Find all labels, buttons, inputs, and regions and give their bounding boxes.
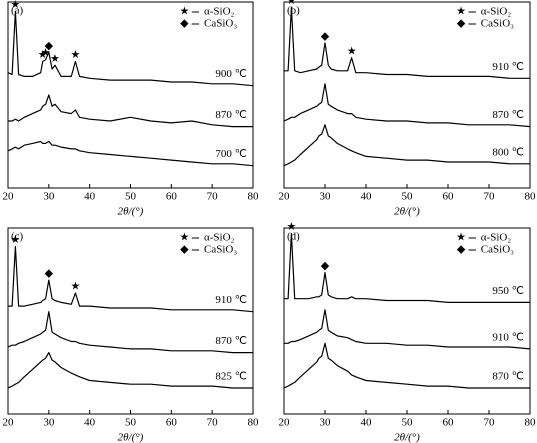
peak-marker: ★: [41, 47, 51, 59]
curve-label: 910 ℃: [492, 331, 524, 343]
x-tick-label: 40: [84, 417, 96, 429]
x-tick-label: 70: [207, 191, 219, 203]
xrd-curve: [283, 342, 530, 389]
legend-label: α-SiO₂: [481, 6, 512, 18]
x-tick-label: 20: [279, 417, 291, 429]
panel-label: (b): [287, 5, 300, 17]
x-axis-label: 2θ/(°): [394, 206, 420, 218]
curve-label: 825 ℃: [215, 370, 247, 382]
xrd-curve: [284, 7, 530, 79]
curve-label: 870 ℃: [492, 109, 524, 121]
peak-marker: ★: [50, 53, 60, 65]
x-tick-label: 60: [443, 191, 455, 203]
peak-marker: ★: [347, 45, 357, 57]
curve-label: 870 ℃: [215, 109, 247, 121]
x-tick-label: 20: [279, 191, 291, 203]
x-tick-label: 30: [320, 417, 332, 429]
legend-label: CaSiO₃: [204, 18, 237, 30]
x-tick-label: 50: [125, 191, 137, 203]
legend-marker: ◆: [180, 18, 189, 30]
curve-label: 800 ℃: [492, 146, 524, 158]
x-tick-label: 70: [484, 417, 496, 429]
legend-marker: ◆: [457, 244, 466, 256]
x-tick-label: 30: [43, 417, 55, 429]
xrd-curve: [283, 83, 531, 128]
curve-label: 870 ℃: [215, 335, 247, 347]
legend-label: CaSiO₃: [481, 244, 514, 256]
panel-label: (a): [11, 5, 24, 17]
peak-marker: ★: [286, 0, 296, 7]
x-tick-label: 50: [125, 417, 137, 429]
x-tick-label: 40: [84, 191, 96, 203]
legend-label: α-SiO₂: [481, 232, 512, 244]
xrd-curve: [8, 94, 253, 128]
x-tick-label: 40: [361, 417, 373, 429]
legend-marker: ★: [179, 6, 189, 18]
curve-label: 870 ℃: [492, 370, 524, 382]
curve-label: 910 ℃: [215, 294, 247, 306]
xrd-curve: [7, 140, 254, 167]
peak-marker: ◆: [321, 260, 330, 272]
peak-marker: ★: [10, 234, 20, 246]
x-axis-label: 2θ/(°): [394, 432, 420, 443]
x-tick-label: 40: [361, 191, 373, 203]
xrd-curve: [7, 311, 253, 354]
x-tick-label: 70: [207, 417, 219, 429]
panel-label: (c): [11, 231, 24, 243]
peak-marker: ★: [70, 281, 80, 293]
xrd-curve: [283, 124, 530, 167]
x-tick-label: 60: [166, 417, 178, 429]
legend-marker: ★: [456, 6, 466, 18]
x-tick-label: 30: [320, 191, 332, 203]
legend-label: α-SiO₂: [204, 6, 235, 18]
x-tick-label: 80: [248, 191, 260, 203]
plot-frame: [283, 227, 531, 415]
peak-marker: ◆: [321, 30, 330, 42]
x-tick-label: 30: [43, 191, 55, 203]
peak-marker: ★: [38, 49, 48, 61]
x-axis-label: 2θ/(°): [118, 206, 144, 218]
x-tick-label: 50: [402, 191, 414, 203]
x-tick-label: 50: [402, 417, 414, 429]
panel-label: (d): [287, 231, 300, 243]
x-tick-label: 20: [3, 417, 15, 429]
peak-marker: ★: [10, 0, 20, 11]
xrd-curve: [7, 352, 253, 389]
x-tick-label: 80: [525, 417, 537, 429]
peak-marker: ◆: [45, 268, 54, 280]
legend-marker: ★: [456, 232, 466, 244]
x-tick-label: 60: [166, 191, 178, 203]
x-tick-label: 70: [484, 191, 496, 203]
xrd-curve: [7, 10, 254, 87]
legend-marker: ◆: [180, 244, 189, 256]
xrd-curve: [284, 233, 530, 303]
curve-label: 900 ℃: [215, 68, 247, 80]
legend-marker: ◆: [457, 18, 466, 30]
xrd-curve: [8, 246, 254, 313]
peak-marker: ★: [286, 221, 296, 233]
x-tick-label: 80: [525, 191, 537, 203]
legend-marker: ★: [179, 232, 189, 244]
curve-label: 950 ℃: [492, 285, 524, 297]
legend-label: α-SiO₂: [204, 232, 235, 244]
peak-marker: ◆: [45, 40, 54, 52]
x-tick-label: 80: [248, 417, 260, 429]
legend-label: CaSiO₃: [204, 244, 237, 256]
x-axis-label: 2θ/(°): [118, 432, 144, 443]
x-tick-label: 20: [3, 191, 15, 203]
legend-label: CaSiO₃: [481, 18, 514, 30]
curve-label: 910 ℃: [492, 61, 524, 73]
curve-label: 700 ℃: [215, 148, 247, 160]
x-tick-label: 60: [443, 417, 455, 429]
xrd-curve: [284, 309, 531, 350]
peak-marker: ★: [70, 49, 80, 61]
